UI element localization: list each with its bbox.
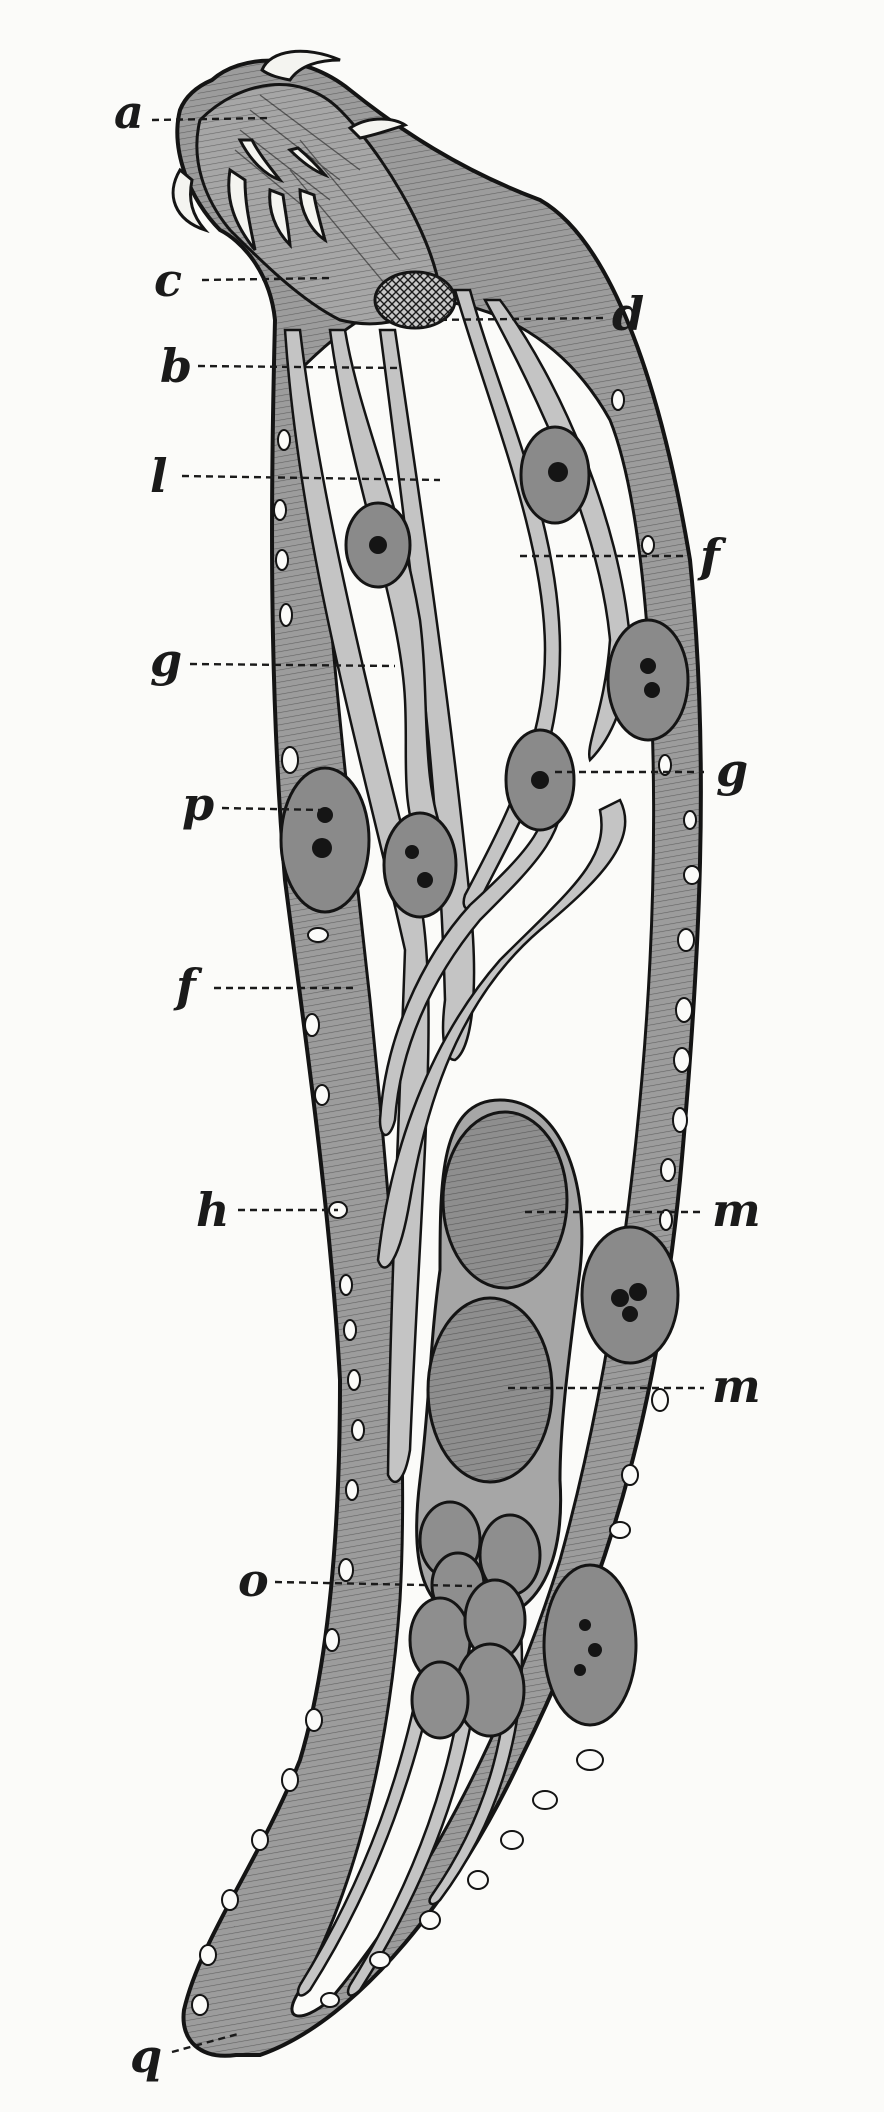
label-g-left: g bbox=[150, 633, 182, 687]
leader-p bbox=[221, 806, 321, 812]
labels: a c d b l f g g p f h m m o q bbox=[114, 85, 761, 2083]
wall-vacuoles bbox=[191, 389, 701, 2016]
label-f-left: f bbox=[173, 959, 203, 1013]
label-q: q bbox=[130, 2029, 162, 2083]
label-h: h bbox=[196, 1183, 229, 1237]
leader-a bbox=[151, 116, 271, 122]
label-g-right: g bbox=[716, 743, 748, 797]
leader-lines bbox=[151, 116, 704, 2054]
label-m-lower: m bbox=[712, 1359, 761, 1413]
label-d: d bbox=[612, 287, 644, 341]
head bbox=[195, 83, 457, 330]
hook-mid-1 bbox=[268, 187, 292, 250]
hook-right bbox=[347, 117, 409, 140]
label-c: c bbox=[154, 253, 182, 307]
leader-d bbox=[427, 316, 605, 322]
ova-o bbox=[408, 1500, 542, 1740]
label-o: o bbox=[238, 1553, 269, 1607]
cell-bottom-right bbox=[542, 1563, 638, 1727]
ova-m bbox=[415, 1098, 584, 1622]
label-f-right: f bbox=[697, 529, 727, 583]
label-p: p bbox=[182, 777, 214, 831]
hook-inner-1 bbox=[237, 138, 285, 184]
label-m-upper: m bbox=[712, 1183, 761, 1237]
label-l: l bbox=[150, 449, 167, 503]
hook-inner-2 bbox=[287, 146, 330, 179]
leader-o bbox=[274, 1580, 473, 1588]
cell-right-middle bbox=[606, 618, 690, 742]
label-a: a bbox=[114, 85, 144, 139]
hook-mid-2 bbox=[298, 187, 328, 244]
hook-top bbox=[260, 49, 341, 82]
label-b: b bbox=[160, 339, 192, 393]
hook-left-2 bbox=[227, 167, 257, 251]
cells bbox=[279, 425, 690, 1727]
leader-b bbox=[197, 364, 401, 370]
hooks bbox=[171, 49, 409, 251]
hook-left-1 bbox=[171, 167, 210, 234]
leader-g-left bbox=[189, 662, 396, 668]
leader-c bbox=[201, 276, 331, 282]
cell-lower-left bbox=[382, 811, 458, 919]
